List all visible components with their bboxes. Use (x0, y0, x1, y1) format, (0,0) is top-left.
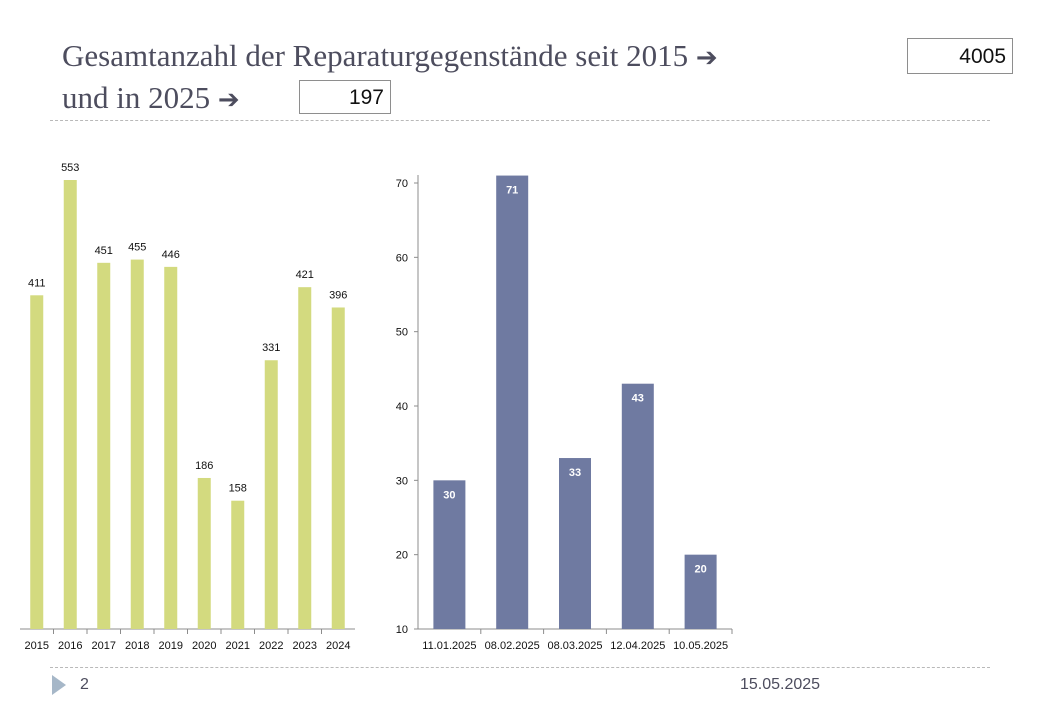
slide-title: Gesamtanzahl der Reparaturgegenstände se… (62, 36, 1022, 120)
data-label-2017: 451 (95, 245, 113, 257)
data-label-08.02.2025: 71 (506, 185, 518, 197)
bar-2018 (130, 259, 144, 629)
header-divider (50, 120, 990, 121)
bar-10.05.2025 (684, 554, 717, 629)
data-label-2021: 158 (229, 483, 247, 495)
right-arrow-icon: ➔ (217, 85, 240, 115)
data-label-10.05.2025: 20 (694, 564, 706, 576)
data-label-2024: 396 (329, 289, 347, 301)
y-tick-label-20: 20 (396, 550, 408, 562)
bar-11.01.2025 (433, 480, 466, 629)
tick-label-2021: 2021 (226, 640, 250, 652)
tick-label-2016: 2016 (58, 640, 82, 652)
tick-label-08.03.2025: 08.03.2025 (547, 640, 602, 652)
data-label-2018: 455 (128, 242, 146, 254)
data-label-12.04.2025: 43 (632, 393, 644, 405)
tick-label-08.02.2025: 08.02.2025 (485, 640, 540, 652)
total-since-2015-box: 4005 (907, 38, 1013, 74)
bar-2019 (164, 266, 178, 629)
bar-2015 (30, 295, 44, 629)
data-label-2015: 411 (28, 277, 46, 289)
bar-2022 (264, 360, 278, 629)
data-label-11.01.2025: 30 (443, 489, 455, 501)
tick-label-2023: 2023 (293, 640, 317, 652)
slide-date: 15.05.2025 (740, 676, 821, 693)
tick-label-2019: 2019 (159, 640, 183, 652)
title-line-2: und in 2025 (62, 80, 211, 115)
footer-triangle-icon (52, 675, 66, 695)
data-label-2020: 186 (195, 460, 213, 472)
yearly-repairs-chart: 411 2015 553 2016 451 2017 455 2018 446 2019 186 20… (20, 162, 355, 652)
monthly-2025-repairs-chart: 10 20 30 40 50 60 70 30 11.01.2025 71 08.02.2025 33… (396, 175, 733, 652)
tick-label-2017: 2017 (92, 640, 116, 652)
bar-2023 (298, 287, 312, 629)
data-label-2019: 446 (162, 249, 180, 261)
data-label-08.03.2025: 33 (569, 467, 581, 479)
tick-label-2020: 2020 (192, 640, 216, 652)
y-tick-label-70: 70 (396, 178, 408, 190)
y-tick-label-40: 40 (396, 401, 408, 413)
y-tick-label-50: 50 (396, 327, 408, 339)
bar-12.04.2025 (621, 383, 654, 629)
tick-label-2022: 2022 (259, 640, 283, 652)
footer-divider (50, 667, 990, 668)
bar-08.02.2025 (496, 175, 529, 630)
tick-label-2018: 2018 (125, 640, 149, 652)
bar-2024 (331, 307, 345, 629)
tick-label-12.04.2025: 12.04.2025 (610, 640, 665, 652)
right-arrow-icon: ➔ (695, 43, 718, 73)
title-line-1: Gesamtanzahl der Reparaturgegenstände se… (62, 38, 689, 73)
data-label-2023: 421 (296, 269, 314, 281)
y-tick-label-30: 30 (396, 475, 408, 487)
bar-2016 (63, 180, 77, 629)
tick-label-2024: 2024 (326, 640, 350, 652)
total-2025-box: 197 (299, 80, 391, 114)
tick-label-2015: 2015 (25, 640, 49, 652)
tick-label-10.05.2025: 10.05.2025 (673, 640, 728, 652)
tick-label-11.01.2025: 11.01.2025 (422, 640, 476, 652)
data-label-2022: 331 (262, 342, 280, 354)
bar-2021 (231, 500, 245, 629)
bar-2020 (197, 477, 211, 629)
bar-08.03.2025 (559, 458, 591, 629)
data-label-2016: 553 (61, 162, 79, 174)
page-number: 2 (80, 676, 89, 693)
bar-2017 (97, 262, 111, 629)
y-tick-label-10: 10 (396, 624, 408, 636)
y-tick-label-60: 60 (396, 252, 408, 264)
